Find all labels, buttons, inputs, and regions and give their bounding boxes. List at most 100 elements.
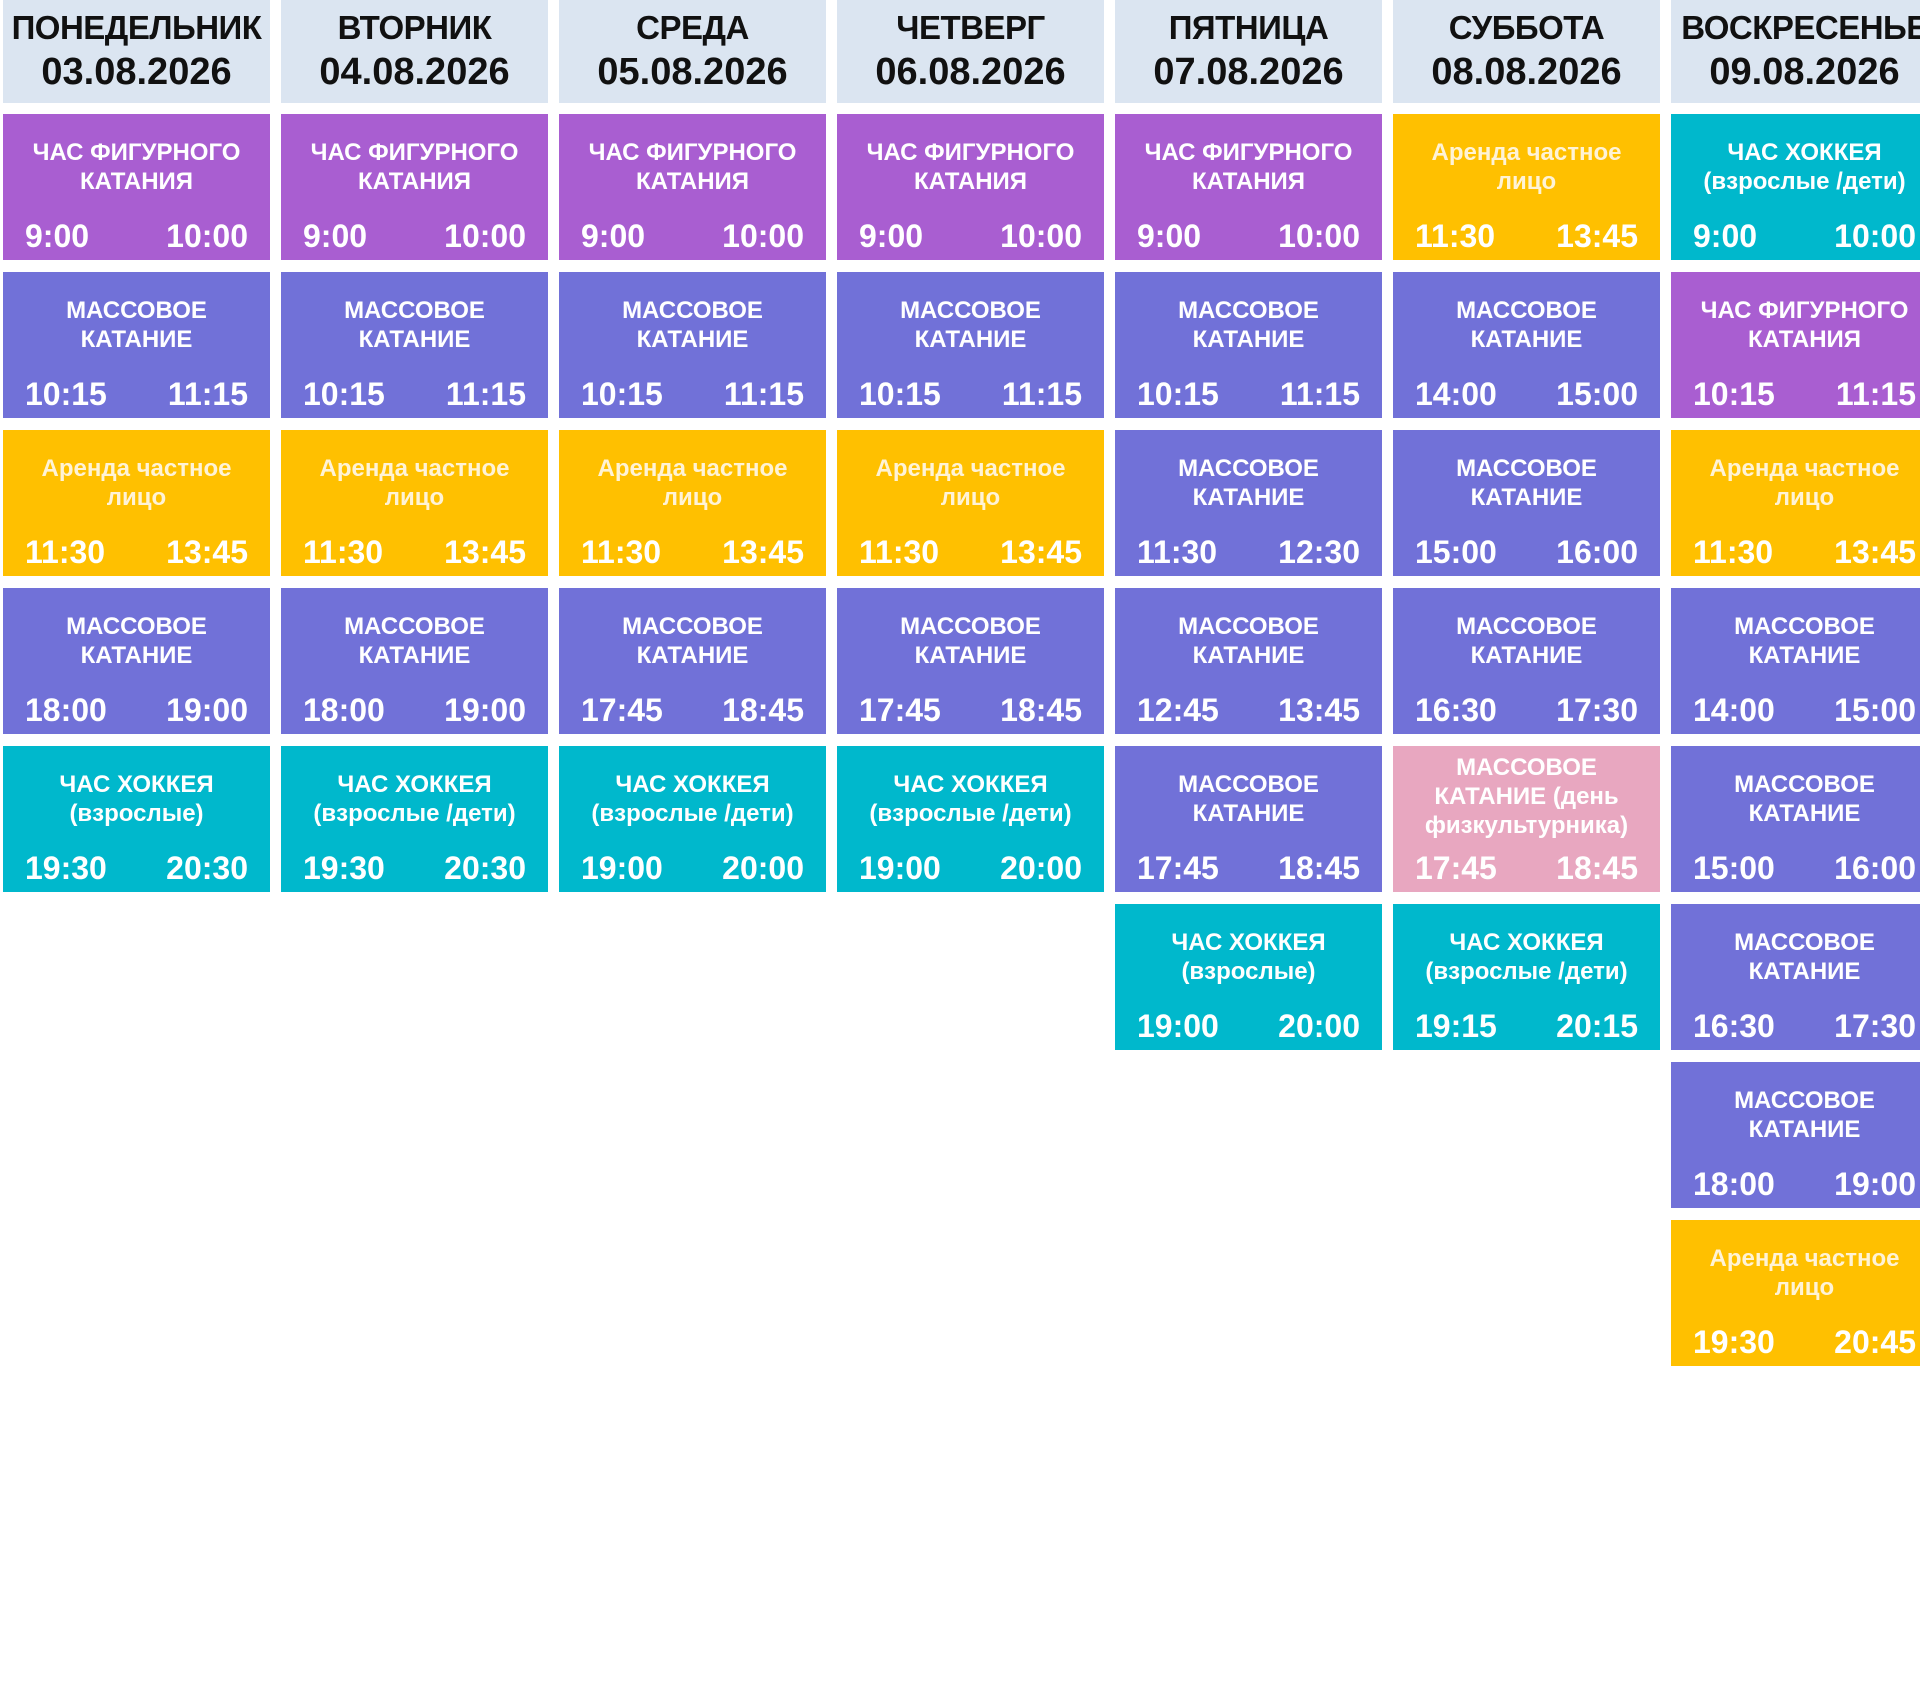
event-title: ЧАС ХОККЕЯ (взрослые /дети): [591, 771, 794, 827]
day-name: ВОСКРЕСЕНЬЕ: [1681, 8, 1920, 46]
event-card: МАССОВОЕ КАТАНИЕ 10:15 11:15: [837, 272, 1104, 418]
event-start-time: 16:30: [1415, 692, 1497, 728]
event-times: 19:00 20:00: [581, 848, 804, 888]
event-end-time: 20:00: [722, 850, 804, 886]
event-start-time: 10:15: [1693, 376, 1775, 412]
event-card: МАССОВОЕ КАТАНИЕ 16:30 17:30: [1671, 904, 1920, 1050]
day-column: ВТОРНИК 04.08.2026 ЧАС ФИГУРНОГО КАТАНИЯ 9:…: [281, 0, 548, 1378]
event-start-time: 11:30: [1693, 534, 1774, 570]
event-times: 18:00 19:00: [303, 690, 526, 730]
event-end-time: 13:45: [166, 534, 248, 570]
event-end-time: 11:15: [1835, 376, 1916, 412]
event-times: 18:00 19:00: [25, 690, 248, 730]
event-title: МАССОВОЕ КАТАНИЕ: [1734, 929, 1875, 985]
day-column: ПЯТНИЦА 07.08.2026 ЧАС ФИГУРНОГО КАТАНИЯ 9:…: [1115, 0, 1382, 1378]
day-header: СУББОТА 08.08.2026: [1393, 0, 1660, 103]
event-end-time: 10:00: [166, 218, 248, 254]
event-start-time: 16:30: [1693, 1008, 1775, 1044]
event-title: ЧАС ФИГУРНОГО КАТАНИЯ: [1144, 139, 1353, 195]
event-start-time: 9:00: [25, 218, 90, 254]
day-date: 07.08.2026: [1153, 50, 1344, 93]
event-times: 16:30 17:30: [1693, 1006, 1916, 1046]
event-title: Аренда частное лицо: [875, 455, 1066, 511]
day-column: ВОСКРЕСЕНЬЕ 09.08.2026 ЧАС ХОККЕЯ (взрослы…: [1671, 0, 1920, 1378]
event-start-time: 18:00: [1693, 1166, 1775, 1202]
event-times: 11:30 13:45: [581, 532, 804, 572]
event-end-time: 13:45: [1834, 534, 1916, 570]
event-card: МАССОВОЕ КАТАНИЕ 10:15 11:15: [1115, 272, 1382, 418]
event-end-time: 20:00: [1278, 1008, 1360, 1044]
day-header: ВОСКРЕСЕНЬЕ 09.08.2026: [1671, 0, 1920, 103]
event-start-time: 9:00: [859, 218, 924, 254]
event-times: 9:00 10:00: [581, 216, 804, 256]
event-title: МАССОВОЕ КАТАНИЕ: [1178, 297, 1319, 353]
event-end-time: 10:00: [722, 218, 804, 254]
event-times: 9:00 10:00: [25, 216, 248, 256]
day-header: ЧЕТВЕРГ 06.08.2026: [837, 0, 1104, 103]
event-title: МАССОВОЕ КАТАНИЕ (день физкультурника): [1424, 754, 1629, 839]
event-end-time: 20:15: [1556, 1008, 1638, 1044]
event-card: Аренда частное лицо 11:30 13:45: [1393, 114, 1660, 260]
day-name: ПОНЕДЕЛЬНИК: [11, 8, 262, 46]
event-end-time: 10:00: [444, 218, 526, 254]
event-start-time: 10:15: [859, 376, 941, 412]
event-start-time: 9:00: [581, 218, 646, 254]
event-end-time: 18:45: [1556, 850, 1638, 886]
event-card: Аренда частное лицо 11:30 13:45: [1671, 430, 1920, 576]
event-end-time: 19:00: [1834, 1166, 1916, 1202]
event-end-time: 13:45: [1278, 692, 1360, 728]
event-card: МАССОВОЕ КАТАНИЕ 16:30 17:30: [1393, 588, 1660, 734]
event-title: МАССОВОЕ КАТАНИЕ: [344, 297, 485, 353]
event-card: МАССОВОЕ КАТАНИЕ 18:00 19:00: [281, 588, 548, 734]
event-end-time: 12:30: [1278, 534, 1360, 570]
event-end-time: 20:45: [1834, 1324, 1916, 1360]
event-start-time: 11:30: [25, 534, 106, 570]
day-date: 05.08.2026: [597, 50, 788, 93]
event-card: ЧАС ХОККЕЯ (взрослые) 19:30 20:30: [3, 746, 270, 892]
event-title: МАССОВОЕ КАТАНИЕ: [622, 297, 763, 353]
event-card: МАССОВОЕ КАТАНИЕ 10:15 11:15: [559, 272, 826, 418]
event-title: МАССОВОЕ КАТАНИЕ: [900, 613, 1041, 669]
event-start-time: 19:30: [25, 850, 107, 886]
event-title: МАССОВОЕ КАТАНИЕ: [66, 297, 207, 353]
event-times: 15:00 16:00: [1693, 848, 1916, 888]
day-column: ПОНЕДЕЛЬНИК 03.08.2026 ЧАС ФИГУРНОГО КАТАН…: [3, 0, 270, 1378]
event-card: ЧАС ХОККЕЯ (взрослые /дети) 19:00 20:00: [559, 746, 826, 892]
event-start-time: 10:15: [25, 376, 107, 412]
event-times: 11:30 13:45: [859, 532, 1082, 572]
day-column: ЧЕТВЕРГ 06.08.2026 ЧАС ФИГУРНОГО КАТАНИЯ 9:…: [837, 0, 1104, 1378]
event-times: 17:45 18:45: [1415, 848, 1638, 888]
event-end-time: 11:15: [1001, 376, 1082, 412]
event-times: 10:15 11:15: [859, 374, 1082, 414]
event-title: МАССОВОЕ КАТАНИЕ: [900, 297, 1041, 353]
event-start-time: 14:00: [1415, 376, 1497, 412]
event-times: 10:15 11:15: [1693, 374, 1916, 414]
event-start-time: 15:00: [1415, 534, 1497, 570]
event-start-time: 9:00: [303, 218, 368, 254]
event-card: Аренда частное лицо 19:30 20:45: [1671, 1220, 1920, 1366]
event-times: 14:00 15:00: [1693, 690, 1916, 730]
event-card: ЧАС ХОККЕЯ (взрослые /дети) 19:30 20:30: [281, 746, 548, 892]
event-card: МАССОВОЕ КАТАНИЕ 12:45 13:45: [1115, 588, 1382, 734]
event-end-time: 13:45: [722, 534, 804, 570]
event-end-time: 19:00: [166, 692, 248, 728]
event-card: ЧАС ФИГУРНОГО КАТАНИЯ 9:00 10:00: [1115, 114, 1382, 260]
event-end-time: 13:45: [444, 534, 526, 570]
event-times: 9:00 10:00: [303, 216, 526, 256]
event-card: МАССОВОЕ КАТАНИЕ 10:15 11:15: [3, 272, 270, 418]
event-times: 19:30 20:30: [25, 848, 248, 888]
event-title: МАССОВОЕ КАТАНИЕ: [1734, 613, 1875, 669]
event-times: 19:30 20:45: [1693, 1322, 1916, 1362]
event-start-time: 14:00: [1693, 692, 1775, 728]
event-title: Аренда частное лицо: [319, 455, 510, 511]
event-card: ЧАС ФИГУРНОГО КАТАНИЯ 9:00 10:00: [3, 114, 270, 260]
event-times: 11:30 12:30: [1137, 532, 1360, 572]
day-header: ПЯТНИЦА 07.08.2026: [1115, 0, 1382, 103]
event-times: 11:30 13:45: [303, 532, 526, 572]
event-end-time: 16:00: [1834, 850, 1916, 886]
event-start-time: 17:45: [1137, 850, 1219, 886]
event-start-time: 17:45: [581, 692, 663, 728]
event-end-time: 18:45: [1000, 692, 1082, 728]
event-start-time: 10:15: [1137, 376, 1219, 412]
event-end-time: 11:15: [445, 376, 526, 412]
